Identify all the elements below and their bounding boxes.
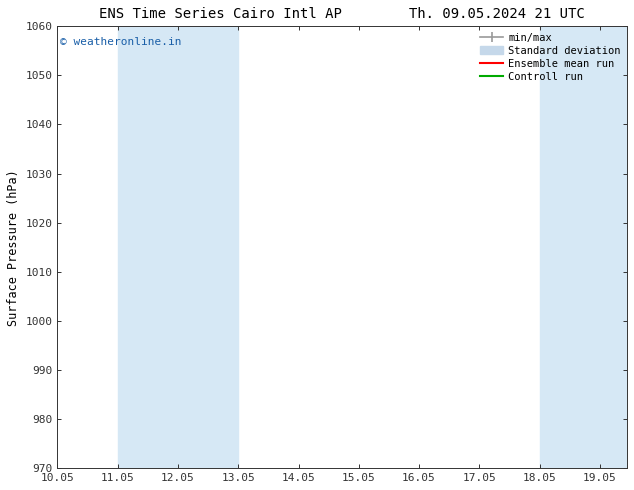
Bar: [540, 26, 600, 468]
Title: ENS Time Series Cairo Intl AP        Th. 09.05.2024 21 UTC: ENS Time Series Cairo Intl AP Th. 09.05.…: [100, 7, 585, 21]
Text: © weatheronline.in: © weatheronline.in: [60, 37, 182, 48]
Bar: [600, 26, 627, 468]
Y-axis label: Surface Pressure (hPa): Surface Pressure (hPa): [7, 169, 20, 326]
Legend: min/max, Standard deviation, Ensemble mean run, Controll run: min/max, Standard deviation, Ensemble me…: [477, 29, 624, 85]
Bar: [118, 26, 178, 468]
Bar: [178, 26, 238, 468]
